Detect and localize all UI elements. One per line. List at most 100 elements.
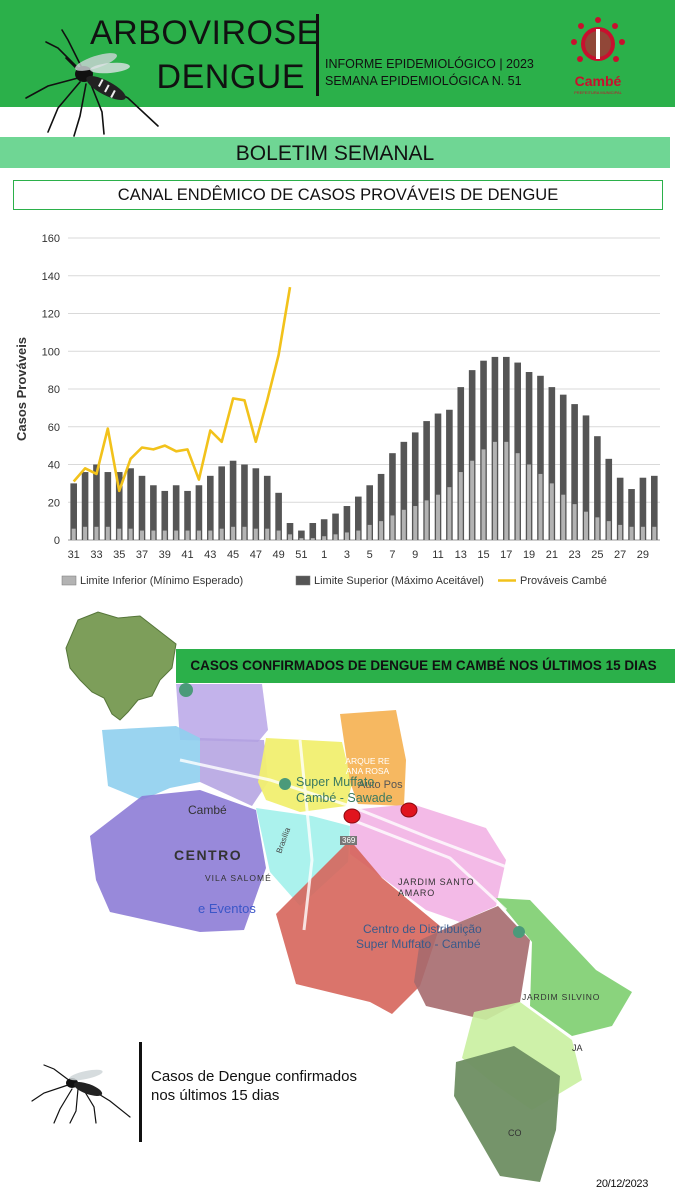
x-tick-label: 37 xyxy=(136,549,148,561)
report-subtitle: INFORME EPIDEMIOLÓGICO | 2023 xyxy=(325,57,534,71)
district-north xyxy=(176,684,268,742)
logo-text: Cambé xyxy=(574,73,622,89)
bar-lower-limit xyxy=(356,530,361,540)
bar-upper-limit xyxy=(81,472,89,540)
bar-lower-limit xyxy=(481,449,486,540)
bar-upper-limit xyxy=(400,441,408,540)
bar-lower-limit xyxy=(151,530,156,540)
location-pin-icon xyxy=(179,683,193,697)
y-tick-label: 80 xyxy=(48,384,60,396)
map-label-vila-salome: VILA SALOMÉ xyxy=(205,873,272,883)
y-axis-label: Casos Prováveis xyxy=(14,337,29,441)
legend-label: Prováveis Cambé xyxy=(520,575,607,587)
x-tick-label: 39 xyxy=(159,549,171,561)
bar-lower-limit xyxy=(276,530,281,540)
bar-upper-limit xyxy=(207,475,214,540)
bar-upper-limit xyxy=(115,472,123,540)
district-northwest xyxy=(102,726,200,800)
bar-upper-limit xyxy=(172,485,180,540)
title-dengue: DENGUE xyxy=(156,58,305,96)
bar-lower-limit xyxy=(606,521,611,540)
bar-upper-limit xyxy=(628,489,635,540)
y-tick-label: 100 xyxy=(42,346,60,358)
bar-lower-limit xyxy=(128,528,133,540)
x-tick-label: 21 xyxy=(546,549,558,561)
bar-lower-limit xyxy=(322,536,327,540)
bar-lower-limit xyxy=(196,530,201,540)
bar-lower-limit xyxy=(470,460,475,540)
header-divider xyxy=(316,14,319,96)
x-tick-label: 23 xyxy=(568,549,580,561)
bar-lower-limit xyxy=(595,517,600,540)
x-tick-label: 51 xyxy=(295,549,307,561)
bar-lower-limit xyxy=(162,530,167,540)
x-tick-label: 33 xyxy=(90,549,102,561)
map-label-road: 369 xyxy=(340,836,358,845)
bar-lower-limit xyxy=(401,509,406,540)
case-marker xyxy=(400,802,418,818)
map-label-centro: CENTRO xyxy=(174,847,243,863)
bar-lower-limit xyxy=(299,538,304,540)
bar-upper-limit xyxy=(104,472,112,540)
district-centro xyxy=(90,790,266,932)
map-label-auto-pos: Auto Pos xyxy=(358,779,403,791)
bar-upper-limit xyxy=(389,453,396,540)
bar-lower-limit xyxy=(538,473,543,540)
y-tick-label: 120 xyxy=(42,309,60,321)
map-label-jardim-silvino: JARDIM SILVINO xyxy=(522,992,601,1002)
legend-swatch xyxy=(61,575,77,586)
bar-lower-limit xyxy=(379,521,384,540)
x-tick-label: 31 xyxy=(68,549,80,561)
map-label-super-muffato-sawade: Cambé - Sawade xyxy=(296,791,393,805)
map-banner-title: CASOS CONFIRMADOS DE DENGUE EM CAMBÉ NOS… xyxy=(190,658,657,673)
bar-lower-limit xyxy=(584,511,588,540)
bar-upper-limit xyxy=(298,530,305,540)
bar-lower-limit xyxy=(618,524,623,540)
bar-upper-limit xyxy=(548,387,556,540)
bar-lower-limit xyxy=(504,441,509,540)
district-south xyxy=(454,1046,560,1182)
x-tick-label: 45 xyxy=(227,549,239,561)
bar-lower-limit xyxy=(219,528,224,540)
x-tick-label: 15 xyxy=(477,549,489,561)
x-tick-label: 7 xyxy=(389,549,395,561)
district-jardim-silvino xyxy=(496,898,632,1036)
chart-title-box xyxy=(13,180,663,210)
bar-upper-limit xyxy=(229,460,237,540)
bar-upper-limit xyxy=(343,506,351,540)
bar-upper-limit xyxy=(320,519,328,540)
x-tick-label: 49 xyxy=(272,549,284,561)
bar-upper-limit xyxy=(571,404,578,540)
bar-upper-limit xyxy=(93,464,100,540)
bulletin-title: BOLETIM SEMANAL xyxy=(235,142,435,165)
location-pin-icon xyxy=(513,926,525,938)
bar-lower-limit xyxy=(629,526,634,540)
bar-lower-limit xyxy=(492,441,497,540)
bar-upper-limit xyxy=(559,394,567,540)
bar-upper-limit xyxy=(434,413,442,540)
location-pin-icon xyxy=(279,778,291,790)
x-tick-label: 41 xyxy=(181,549,193,561)
cambe-neighborhood-map xyxy=(65,611,632,1182)
map-label-super-muffato: Super Muffato xyxy=(296,775,375,789)
bar-lower-limit xyxy=(413,506,418,540)
map-label-centro-distribuicao: Centro de Distribuição xyxy=(363,922,482,936)
bar-lower-limit xyxy=(71,528,76,540)
bar-upper-limit xyxy=(218,466,225,540)
bar-upper-limit xyxy=(651,475,658,540)
bar-lower-limit xyxy=(436,494,440,540)
bar-lower-limit xyxy=(253,528,258,540)
brazil-map-icon xyxy=(65,611,177,721)
bar-lower-limit xyxy=(344,532,349,540)
bar-upper-limit xyxy=(161,490,169,540)
bar-upper-limit xyxy=(286,523,294,540)
mosquito-icon xyxy=(25,29,159,137)
bar-lower-limit xyxy=(447,487,452,540)
legend-divider xyxy=(139,1042,142,1142)
x-tick-label: 1 xyxy=(321,549,327,561)
bar-upper-limit xyxy=(525,372,533,540)
bar-upper-limit xyxy=(366,485,373,540)
x-tick-label: 17 xyxy=(500,549,512,561)
bar-lower-limit xyxy=(333,534,338,540)
